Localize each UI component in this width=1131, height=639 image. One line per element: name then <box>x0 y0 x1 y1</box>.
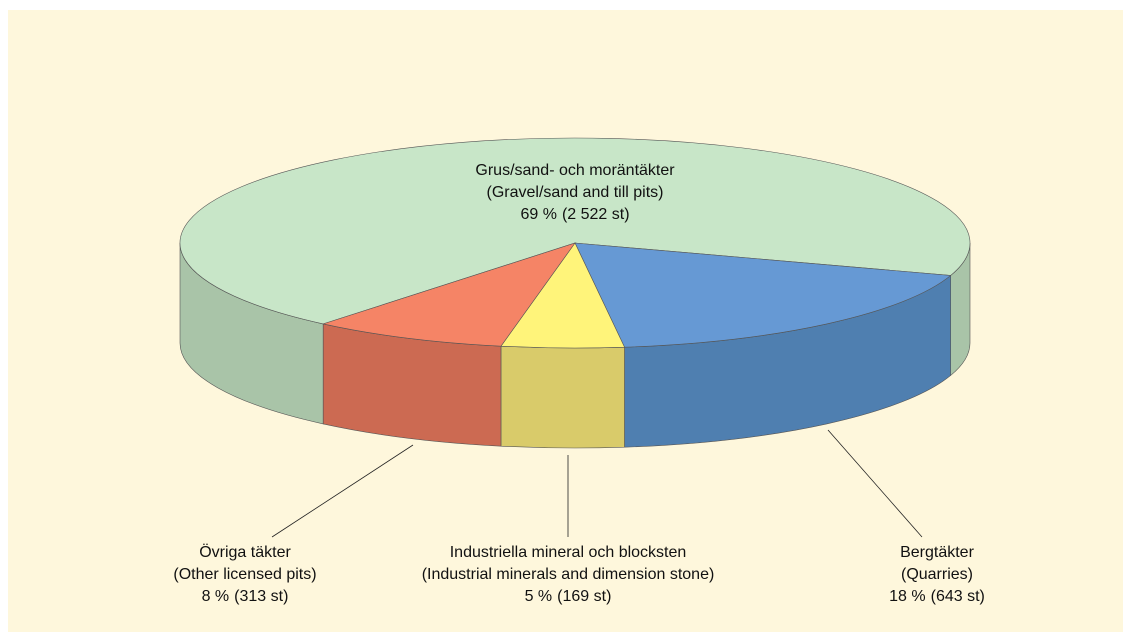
percent-label: 8 % <box>202 588 230 605</box>
count-label: (313 st) <box>234 588 288 605</box>
value-label: 5 % (169 st) <box>525 588 612 605</box>
leader-line <box>827 429 923 538</box>
slice-label-en: (Industrial minerals and dimension stone… <box>422 566 715 583</box>
slice-label: Grus/sand- och moräntäkter <box>475 162 675 179</box>
slice-label-en: (Other licensed pits) <box>173 566 316 583</box>
value-label: 18 % (643 st) <box>889 588 985 605</box>
pie-slice <box>179 137 971 325</box>
leader-line <box>271 444 414 538</box>
value-label: 69 % (2 522 st) <box>520 206 629 223</box>
value-label: 8 % (313 st) <box>202 588 289 605</box>
count-label: (169 st) <box>557 588 611 605</box>
pie-slice <box>574 242 952 348</box>
percent-label: 18 % <box>889 588 925 605</box>
percent-label: 5 % <box>525 588 553 605</box>
slice-label-en: (Quarries) <box>901 566 973 583</box>
pie-slice <box>322 242 576 347</box>
slice-label: Övriga täkter <box>199 543 291 561</box>
percent-label: 69 % <box>520 206 556 223</box>
pie-slice-side <box>500 345 625 449</box>
count-label: (2 522 st) <box>562 206 630 223</box>
count-label: (643 st) <box>931 588 985 605</box>
slice-label: Bergtäkter <box>900 544 974 561</box>
pie-tops <box>179 137 971 349</box>
slice-label-en: (Gravel/sand and till pits) <box>487 184 664 201</box>
slice-label: Industriella mineral och blocksten <box>450 544 687 561</box>
labels: Grus/sand- och moräntäkter (Gravel/sand a… <box>173 162 984 605</box>
